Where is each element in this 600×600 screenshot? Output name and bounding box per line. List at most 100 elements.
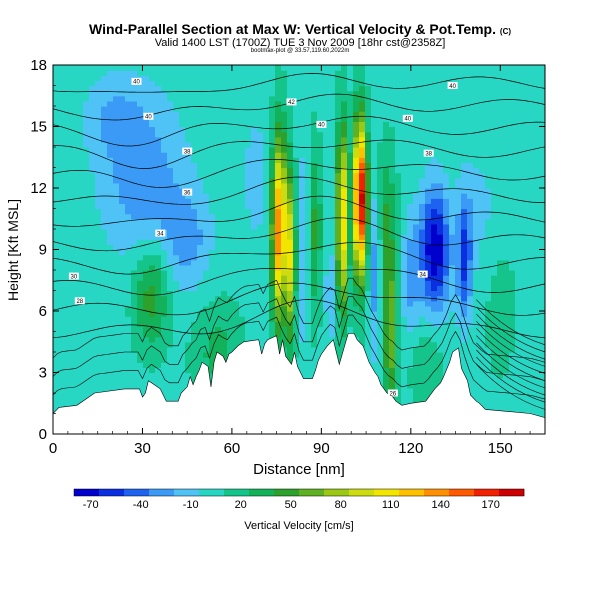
field-cell	[371, 264, 378, 271]
field-cell	[167, 234, 174, 240]
field-cell	[401, 275, 408, 281]
field-cell	[293, 316, 300, 322]
field-cell	[251, 198, 258, 204]
field-cell	[233, 75, 240, 81]
field-cell	[269, 208, 276, 215]
field-cell	[149, 259, 156, 266]
field-cell	[419, 172, 426, 179]
field-cell	[107, 121, 114, 128]
field-cell	[377, 264, 384, 271]
field-cell	[101, 270, 108, 276]
field-cell	[197, 239, 204, 245]
field-cell	[257, 331, 264, 338]
field-cell	[113, 223, 120, 230]
field-cell	[269, 90, 276, 97]
field-cell	[53, 346, 60, 353]
field-cell	[107, 264, 114, 271]
field-cell	[233, 111, 240, 117]
field-cell	[383, 280, 390, 286]
field-cell	[449, 336, 456, 343]
field-cell	[347, 177, 354, 184]
field-cell	[377, 300, 384, 307]
field-cell	[395, 316, 402, 322]
field-cell	[161, 106, 168, 112]
field-cell	[461, 249, 468, 256]
field-cell	[71, 208, 78, 215]
field-cell	[425, 321, 432, 327]
field-cell	[353, 121, 360, 128]
field-cell	[233, 218, 240, 225]
field-cell	[227, 177, 234, 184]
field-cell	[245, 239, 252, 245]
field-cell	[77, 280, 84, 286]
field-cell	[419, 239, 426, 245]
field-cell	[359, 316, 366, 322]
field-cell	[461, 90, 468, 97]
field-cell	[311, 295, 318, 302]
field-cell	[419, 316, 426, 322]
field-cell	[83, 213, 90, 220]
field-cell	[83, 223, 90, 230]
field-cell	[431, 152, 438, 158]
field-cell	[467, 316, 474, 322]
field-cell	[371, 75, 378, 81]
field-cell	[437, 152, 444, 158]
field-cell	[407, 213, 414, 220]
field-cell	[221, 264, 228, 271]
field-cell	[335, 341, 342, 348]
field-cell	[389, 300, 396, 307]
field-cell	[131, 182, 138, 189]
field-cell	[143, 285, 150, 292]
field-cell	[359, 290, 366, 297]
field-cell	[317, 167, 324, 174]
field-cell	[221, 152, 228, 158]
field-cell	[341, 213, 348, 220]
field-cell	[389, 218, 396, 225]
field-cell	[221, 111, 228, 117]
field-cell	[389, 152, 396, 158]
field-cell	[329, 172, 336, 179]
field-cell	[95, 382, 102, 389]
field-cell	[407, 111, 414, 117]
field-cell	[245, 106, 252, 112]
field-cell	[341, 218, 348, 225]
field-cell	[329, 280, 336, 286]
field-cell	[89, 352, 96, 358]
field-cell	[377, 65, 384, 71]
field-cell	[185, 234, 192, 240]
field-cell	[179, 85, 186, 92]
field-cell	[179, 65, 186, 71]
field-cell	[305, 346, 312, 353]
field-cell	[149, 346, 156, 353]
field-cell	[149, 341, 156, 348]
field-cell	[431, 234, 438, 240]
field-cell	[221, 121, 228, 128]
field-cell	[269, 172, 276, 179]
field-cell	[59, 234, 66, 240]
field-cell	[299, 275, 306, 281]
field-cell	[401, 90, 408, 97]
field-cell	[425, 65, 432, 71]
field-cell	[65, 141, 72, 148]
field-cell	[209, 239, 216, 245]
field-cell	[323, 111, 330, 117]
field-cell	[269, 141, 276, 148]
field-cell	[173, 321, 180, 327]
field-cell	[119, 121, 126, 128]
field-cell	[365, 218, 372, 225]
field-cell	[269, 275, 276, 281]
field-cell	[239, 229, 246, 235]
field-cell	[59, 136, 66, 143]
field-cell	[53, 259, 60, 266]
field-cell	[293, 121, 300, 128]
field-cell	[413, 80, 420, 87]
field-cell	[269, 290, 276, 297]
field-cell	[419, 85, 426, 92]
field-cell	[53, 177, 60, 184]
field-cell	[173, 147, 180, 153]
field-cell	[101, 331, 108, 338]
field-cell	[455, 152, 462, 158]
field-cell	[65, 65, 72, 71]
field-cell	[335, 213, 342, 220]
field-cell	[107, 95, 114, 102]
